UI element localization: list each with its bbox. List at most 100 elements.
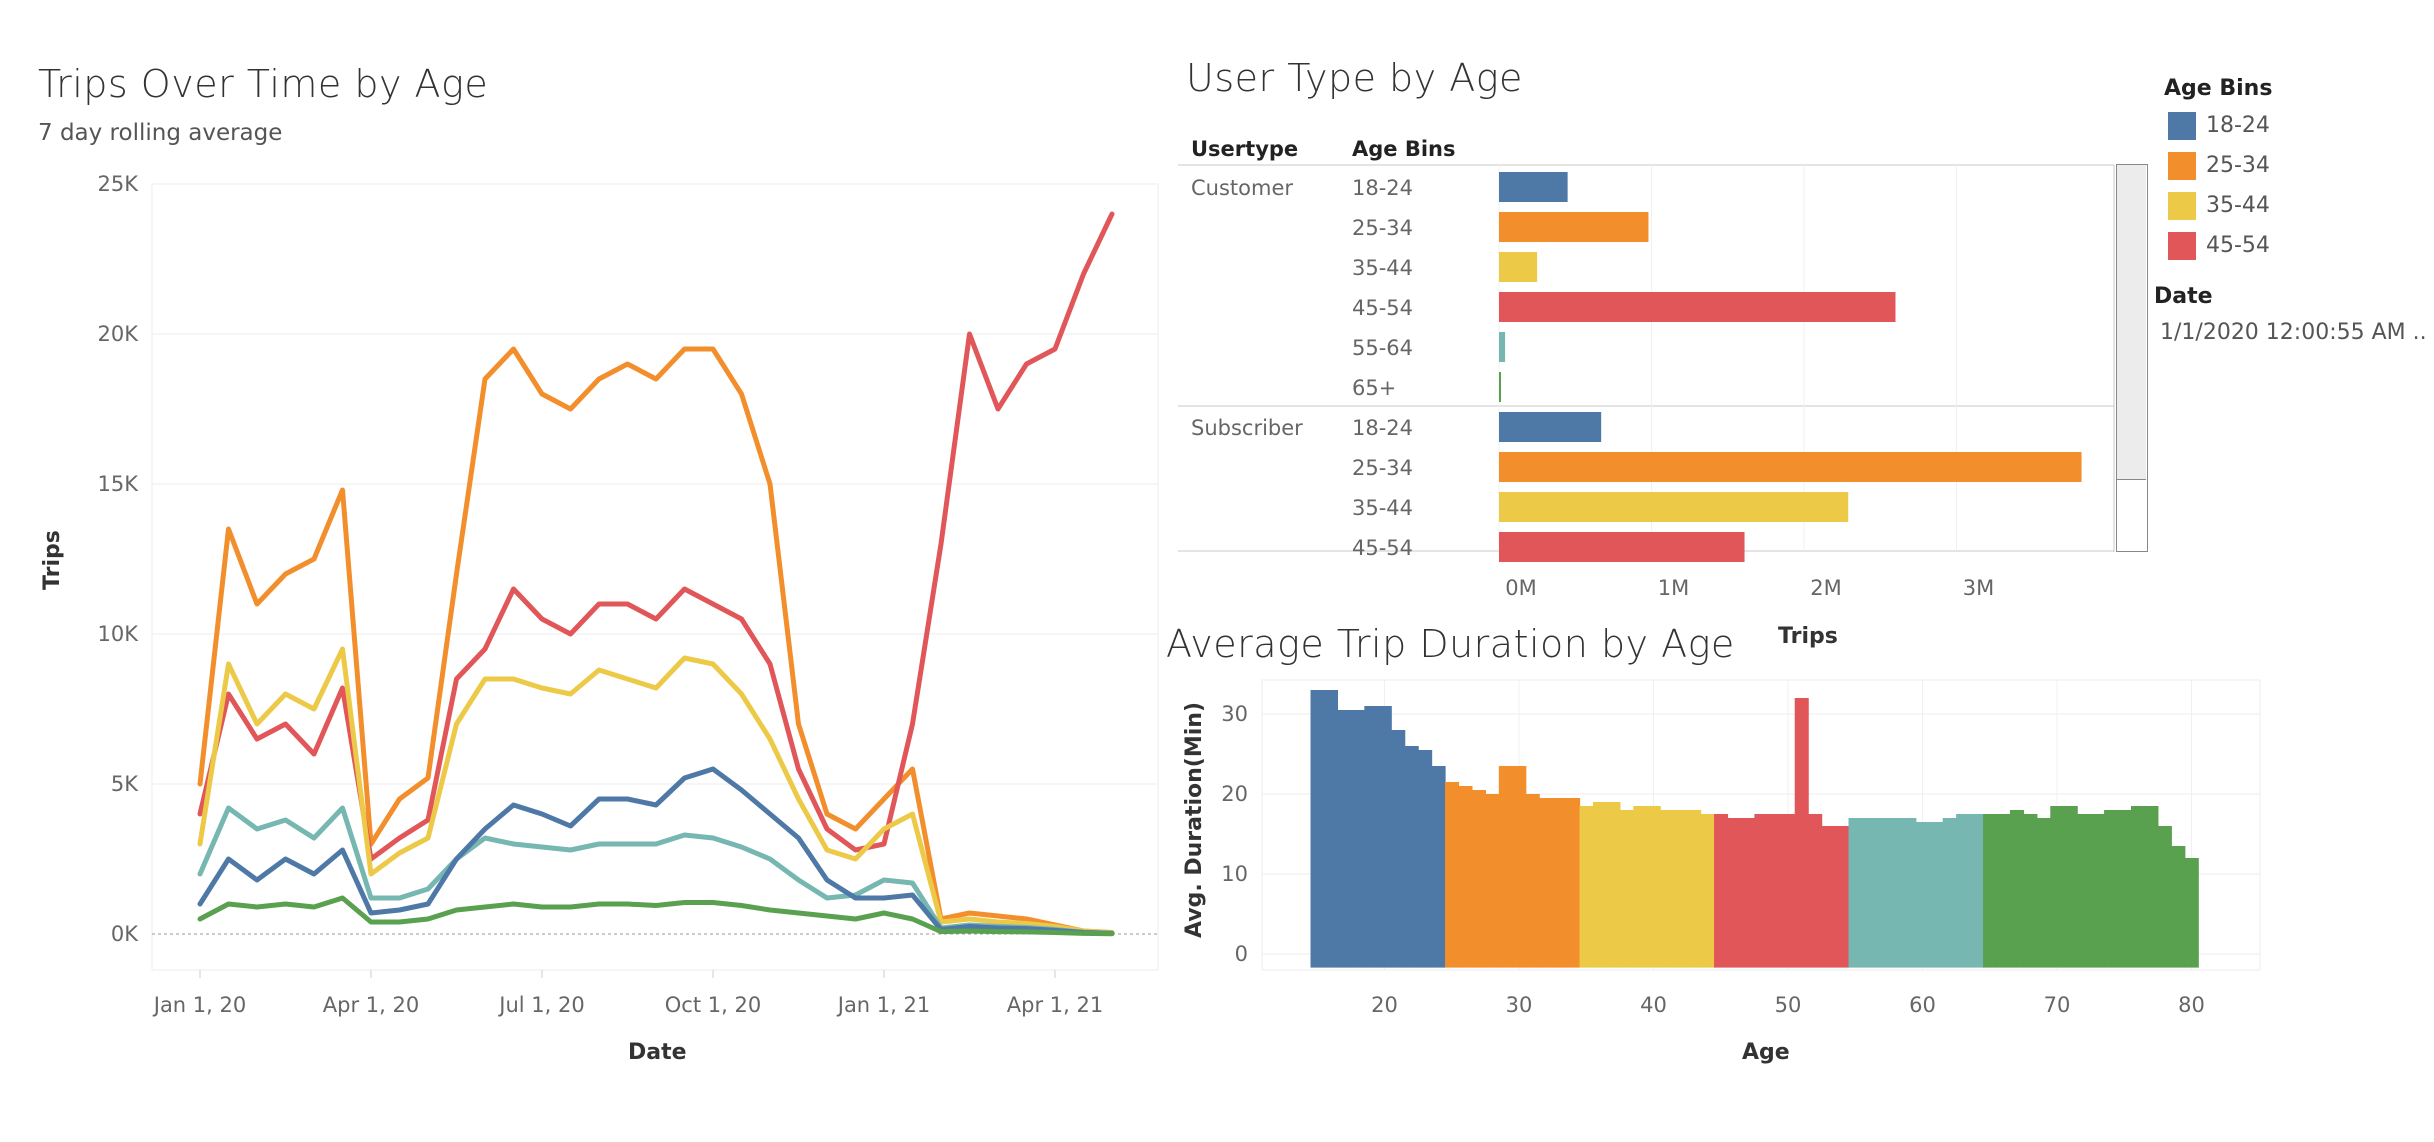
duration-bar-age-37 bbox=[1606, 802, 1621, 968]
age-bin-label: 25-34 bbox=[1352, 216, 1413, 240]
duration-bar-age-47 bbox=[1740, 818, 1755, 968]
duration-bar-age-68 bbox=[2023, 814, 2038, 968]
line-chart-x-axis-label: Date bbox=[628, 1040, 687, 1065]
user-type-scrollbar-thumb[interactable] bbox=[2117, 165, 2146, 480]
series-line-18-24 bbox=[197, 766, 1115, 936]
legend-swatch-25-34[interactable] bbox=[2168, 152, 2196, 180]
legend-label-45-54[interactable]: 45-54 bbox=[2206, 233, 2270, 258]
duration-bar-age-63 bbox=[1956, 814, 1971, 968]
x-tick-label: Apr 1, 21 bbox=[1007, 993, 1103, 1017]
duration-bar-age-67 bbox=[2009, 810, 2024, 968]
duration-bar-age-33 bbox=[1552, 798, 1567, 968]
duration-bar-age-65 bbox=[1983, 814, 1998, 968]
duration-bar-age-46 bbox=[1727, 818, 1742, 968]
duration-bar-age-44 bbox=[1700, 814, 1715, 968]
legend-label-25-34[interactable]: 25-34 bbox=[2206, 153, 2270, 178]
duration-bar-age-80 bbox=[2184, 858, 2199, 968]
x-tick-label: Jan 1, 20 bbox=[152, 993, 246, 1017]
duration-bar-age-40 bbox=[1646, 806, 1661, 968]
legend-label-18-24[interactable]: 18-24 bbox=[2206, 113, 2270, 138]
duration-bar-age-52 bbox=[1808, 814, 1823, 968]
duration-bar-age-31 bbox=[1525, 794, 1540, 968]
duration-bar-age-45 bbox=[1714, 814, 1729, 968]
line-chart-subtitle: 7 day rolling average bbox=[38, 120, 283, 146]
duration-bar-age-59 bbox=[1902, 818, 1917, 968]
x-tick-label: Jul 1, 20 bbox=[497, 993, 584, 1017]
duration-bar-age-39 bbox=[1633, 806, 1648, 968]
age-bin-label: 18-24 bbox=[1352, 176, 1413, 200]
bar-customer-45-54 bbox=[1499, 292, 1896, 322]
duration-bar-age-79 bbox=[2171, 846, 2186, 968]
duration-bar-age-20 bbox=[1377, 706, 1392, 968]
legend-title: Age Bins bbox=[2164, 76, 2273, 101]
legend-label-35-44[interactable]: 35-44 bbox=[2206, 193, 2270, 218]
duration-bar-age-57 bbox=[1875, 818, 1890, 968]
x-tick-label: 2M bbox=[1810, 576, 1841, 600]
y-tick-label: 5K bbox=[111, 772, 139, 796]
duration-bar-age-72 bbox=[2077, 814, 2092, 968]
user-type-x-axis-label: Trips bbox=[1778, 624, 1838, 649]
y-tick-label: 0 bbox=[1235, 942, 1248, 966]
bar-customer-35-44 bbox=[1499, 252, 1538, 282]
bar-customer-65+ bbox=[1499, 372, 1501, 402]
duration-bar-age-70 bbox=[2050, 806, 2065, 968]
duration-bar-age-30 bbox=[1512, 766, 1527, 968]
duration-bar-age-74 bbox=[2104, 810, 2119, 968]
y-tick-label: 25K bbox=[98, 172, 140, 196]
series-line-25-34 bbox=[197, 346, 1115, 935]
x-tick-label: 70 bbox=[2044, 993, 2071, 1017]
x-tick-label: Jan 1, 21 bbox=[836, 993, 930, 1017]
duration-bar-age-43 bbox=[1687, 810, 1702, 968]
duration-bar-age-26 bbox=[1458, 786, 1473, 968]
series-line-45-54 bbox=[197, 211, 1115, 862]
date-filter-title: Date bbox=[2154, 284, 2213, 309]
duration-bar-age-75 bbox=[2117, 810, 2132, 968]
legend-swatch-35-44[interactable] bbox=[2168, 192, 2196, 220]
duration-bar-age-32 bbox=[1539, 798, 1554, 968]
duration-bar-age-38 bbox=[1619, 810, 1634, 968]
bar-subscriber-45-54 bbox=[1499, 532, 1745, 562]
duration-bar-age-17 bbox=[1337, 710, 1352, 968]
duration-bar-age-76 bbox=[2130, 806, 2146, 968]
duration-bar-age-22 bbox=[1404, 746, 1419, 968]
y-tick-label: 10 bbox=[1221, 862, 1248, 886]
bar-subscriber-25-34 bbox=[1499, 452, 2082, 482]
duration-bar-age-42 bbox=[1673, 810, 1688, 968]
duration-bar-age-69 bbox=[2036, 818, 2051, 968]
duration-bar-age-62 bbox=[1942, 818, 1957, 968]
duration-bar-age-64 bbox=[1969, 814, 1984, 968]
duration-bar-age-41 bbox=[1660, 810, 1675, 968]
bar-subscriber-18-24 bbox=[1499, 412, 1602, 442]
legend-swatch-45-54[interactable] bbox=[2168, 232, 2196, 260]
line-chart-title: Trips Over Time by Age bbox=[38, 62, 489, 106]
duration-plot-frame bbox=[1261, 679, 2261, 971]
duration-bar-age-15 bbox=[1310, 690, 1325, 968]
duration-bar-age-18 bbox=[1350, 710, 1365, 968]
duration-bar-age-27 bbox=[1471, 790, 1486, 968]
duration-bar-age-58 bbox=[1888, 818, 1903, 968]
x-tick-label: 40 bbox=[1640, 993, 1667, 1017]
usertype-label: Subscriber bbox=[1191, 416, 1303, 440]
age-bin-label: 35-44 bbox=[1352, 496, 1413, 520]
y-tick-label: 10K bbox=[98, 622, 140, 646]
date-filter-value[interactable]: 1/1/2020 12:00:55 AM .. bbox=[2160, 320, 2427, 345]
duration-bar-age-36 bbox=[1592, 802, 1608, 968]
duration-bar-age-54 bbox=[1835, 826, 1850, 968]
user-type-chart-title: User Type by Age bbox=[1186, 56, 1523, 100]
duration-bar-age-24 bbox=[1431, 766, 1446, 968]
duration-bar-age-61 bbox=[1929, 822, 1944, 968]
age-bin-label: 45-54 bbox=[1352, 296, 1413, 320]
x-tick-label: 1M bbox=[1658, 576, 1689, 600]
x-tick-label: 60 bbox=[1909, 993, 1936, 1017]
bar-customer-25-34 bbox=[1499, 212, 1649, 242]
x-tick-label: 50 bbox=[1775, 993, 1802, 1017]
y-tick-label: 30 bbox=[1221, 702, 1248, 726]
legend-swatch-18-24[interactable] bbox=[2168, 112, 2196, 140]
duration-bar-age-19 bbox=[1364, 706, 1379, 968]
duration-bar-age-16 bbox=[1323, 690, 1339, 968]
y-tick-label: 15K bbox=[98, 472, 140, 496]
x-tick-label: 20 bbox=[1371, 993, 1398, 1017]
user-type-scrollbar[interactable] bbox=[2116, 164, 2148, 552]
